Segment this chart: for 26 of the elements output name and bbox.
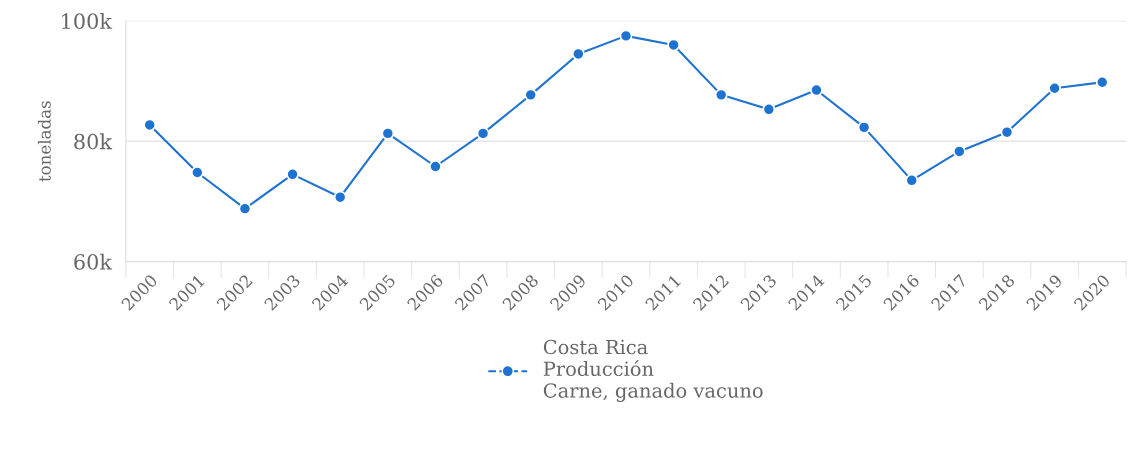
point [190,166,204,179]
y-axis-title: toneladas [37,101,51,182]
point [952,145,966,158]
point [1095,75,1109,89]
point [381,126,395,140]
point [857,120,871,134]
point [714,88,728,102]
point [333,190,347,204]
point [905,173,919,187]
point [810,83,823,97]
point [238,202,252,216]
point [476,126,490,140]
point [1000,125,1014,139]
point [619,29,633,43]
y-tick-label: 100k [62,12,113,30]
point [667,38,680,52]
y-tick-label: 80k [74,133,113,150]
point [571,47,585,61]
point [1048,81,1062,95]
y-tick-label: 60k [74,253,113,270]
point [286,167,299,181]
legend-label: Costa Rica Producción Carne, ganado vacuno [543,339,763,402]
point [143,118,157,132]
point [524,88,538,102]
point [429,160,442,173]
point [762,102,776,116]
